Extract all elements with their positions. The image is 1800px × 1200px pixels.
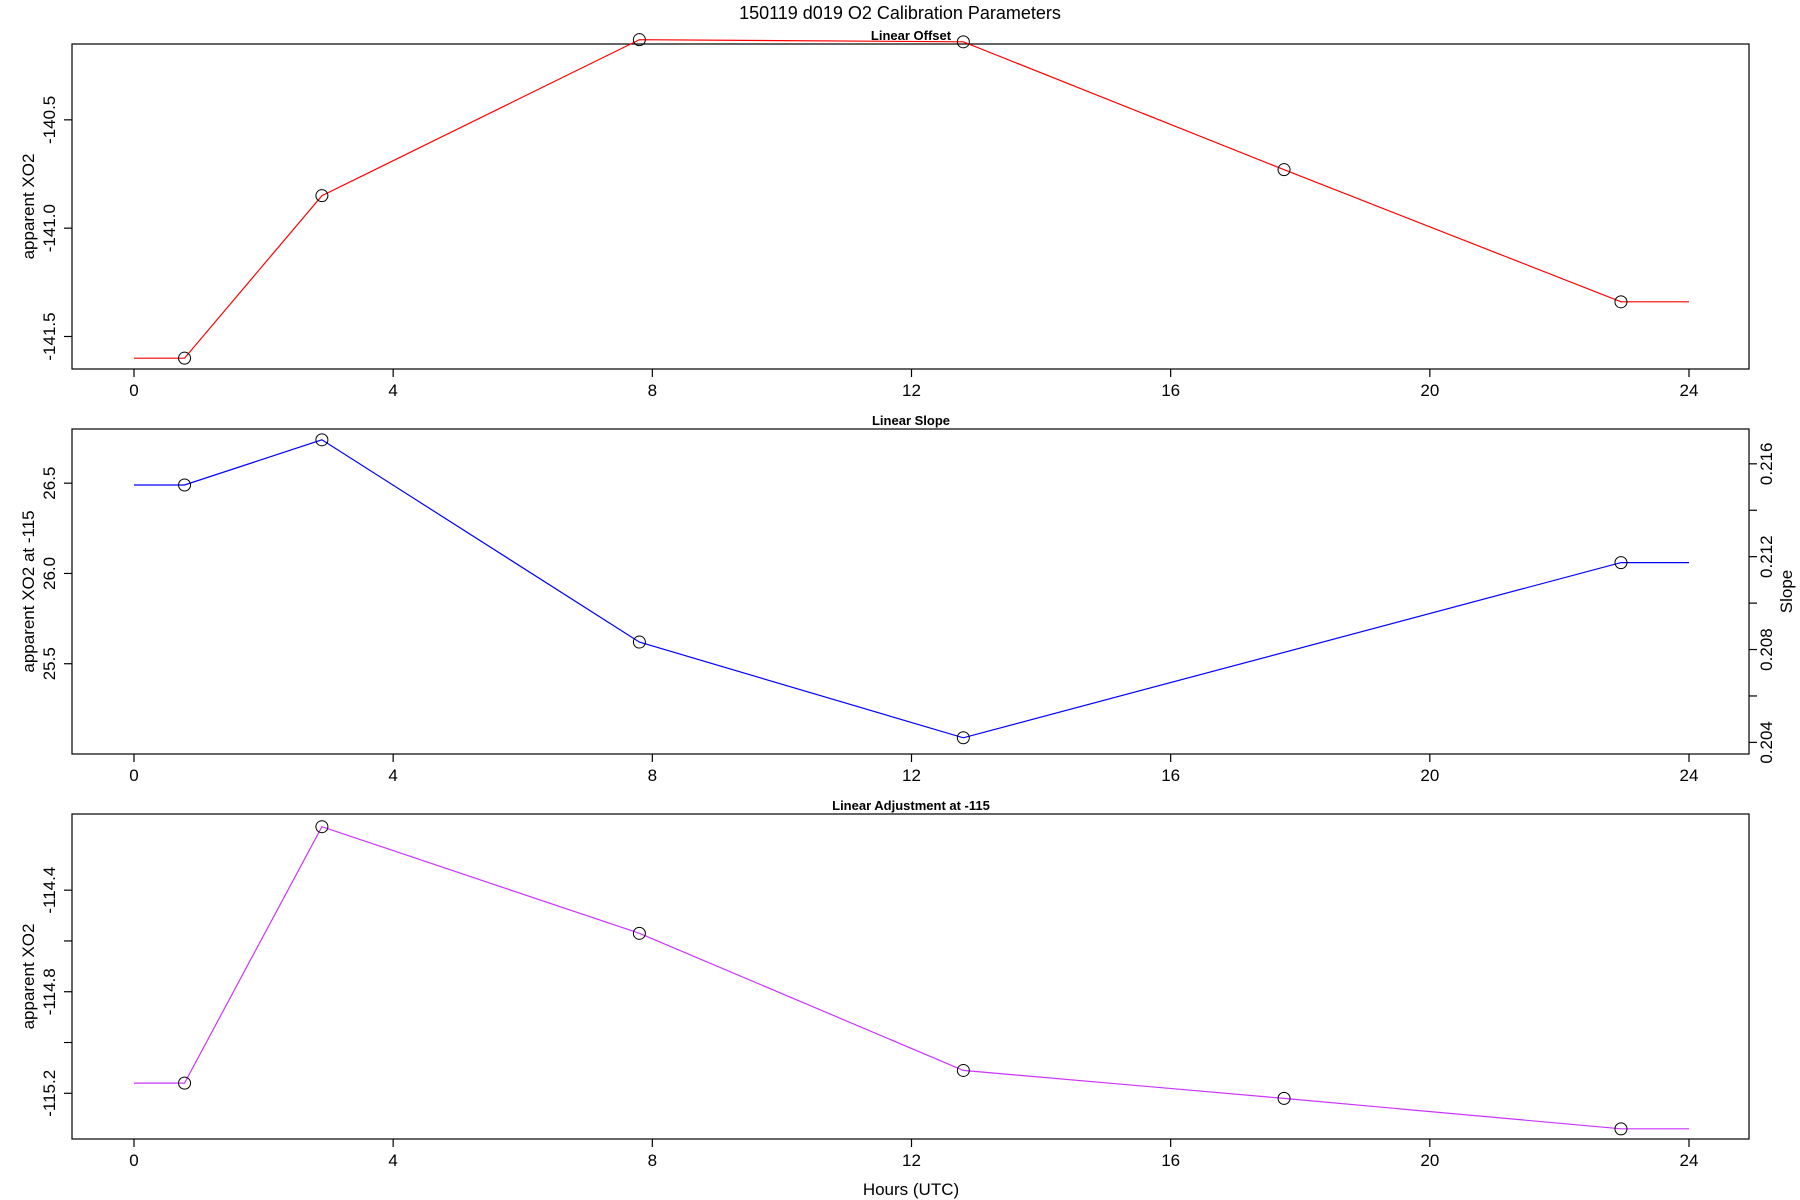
x-tick-label: 24 [1680,766,1699,785]
x-tick-label: 16 [1161,381,1180,400]
y2-axis-title: Slope [1777,570,1796,613]
x-tick-label: 0 [129,766,138,785]
panel-3: Linear Adjustment at -115 0 4 8 12 16 20 24 -115… [19,798,1750,1199]
data-point [1614,556,1628,570]
x-axis-title: Hours (UTC) [863,1180,959,1199]
series-line [134,439,1689,739]
x-tick-label: 8 [648,381,657,400]
y-tick-label: -114.8 [40,968,59,1015]
data-point [178,351,192,365]
x-tick-label: 0 [129,1151,138,1170]
panel-2: Linear Slope 0 4 8 12 16 20 24 25.5 26.0 26.5appar… [19,413,1796,785]
y-tick-label: -141.0 [40,204,59,252]
x-tick-label: 12 [902,766,921,785]
x-tick-label: 4 [388,381,397,400]
plot-frame [71,428,1750,755]
data-point [1277,1091,1291,1105]
y-tick-label: -141.5 [40,312,59,360]
x-tick-label: 0 [129,381,138,400]
data-point [178,478,192,492]
y2-tick-label: 0.208 [1757,628,1776,671]
panel-1: Linear Offset 0 4 8 12 16 20 24 -141.5 -141.0 -140… [19,28,1750,400]
x-tick-label: 12 [902,381,921,400]
data-point [1277,163,1291,177]
y-tick-label: 26.5 [40,467,59,500]
x-tick-label: 20 [1420,766,1439,785]
x-tick-label: 8 [648,766,657,785]
series-line [134,825,1689,1130]
panel-title: Linear Offset [871,28,952,43]
x-tick-label: 16 [1161,1151,1180,1170]
data-point [956,731,970,745]
x-tick-label: 4 [388,766,397,785]
x-tick-label: 12 [902,1151,921,1170]
y-axis-title: apparent XO2 [19,154,38,260]
x-tick-label: 20 [1420,1151,1439,1170]
x-tick-label: 8 [648,1151,657,1170]
data-point [632,33,646,47]
y-tick-label: -114.4 [40,867,59,914]
data-point [632,926,646,940]
x-tick-label: 20 [1420,381,1439,400]
panel-title: Linear Adjustment at -115 [832,798,990,813]
data-point [315,189,329,203]
series-line [134,39,1689,359]
figure-title: 150119 d019 O2 Calibration Parameters [739,3,1061,23]
data-point [956,35,970,49]
x-tick-label: 16 [1161,766,1180,785]
data-point [956,1063,970,1077]
data-point [632,635,646,649]
x-tick-label: 4 [388,1151,397,1170]
data-point [178,1076,192,1090]
y-axis-title: apparent XO2 [19,924,38,1030]
y2-tick-label: 0.212 [1757,535,1776,578]
data-point [1614,295,1628,309]
y-tick-label: 26.0 [40,557,59,590]
data-point [1614,1122,1628,1136]
x-tick-label: 24 [1680,1151,1699,1170]
y-tick-label: -115.2 [40,1070,59,1117]
y-tick-label: -140.5 [40,96,59,144]
y2-tick-label: 0.204 [1757,721,1776,764]
data-point [315,433,329,447]
y-tick-label: 25.5 [40,647,59,680]
plot-frame [71,43,1750,370]
y-axis-title: apparent XO2 at -115 [19,510,38,672]
data-point [315,820,329,834]
chart-panels: Linear Offset 0 4 8 12 16 20 24 -141.5 -141.0 -140… [19,28,1796,1199]
panel-title: Linear Slope [872,413,950,428]
x-tick-label: 24 [1680,381,1699,400]
y2-tick-label: 0.216 [1757,443,1776,486]
plot-frame [71,813,1750,1140]
